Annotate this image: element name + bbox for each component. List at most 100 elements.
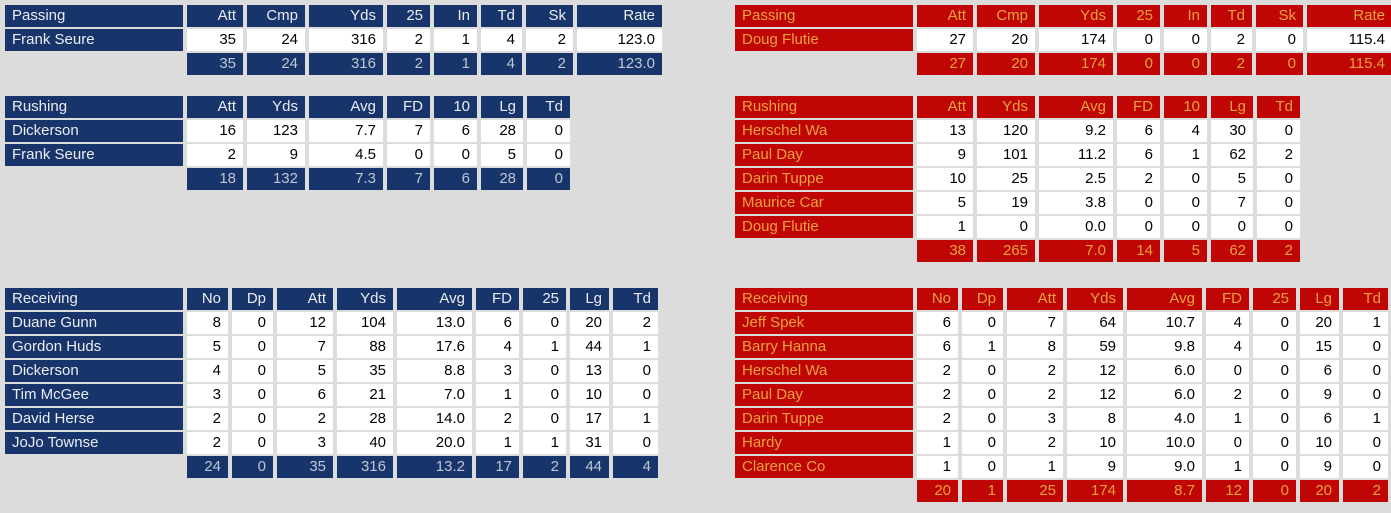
- stat-cell: 5: [917, 192, 973, 214]
- stat-cell: 7.0: [397, 384, 472, 406]
- player-name: Doug Flutie: [735, 216, 913, 238]
- total-cell: 1: [962, 480, 1003, 502]
- stat-cell: 0: [1253, 408, 1296, 430]
- stat-cell: 10.7: [1127, 312, 1202, 334]
- stat-cell: 27: [917, 29, 973, 51]
- player-name: Jeff Spek: [735, 312, 913, 334]
- stat-cell: 0: [1253, 312, 1296, 334]
- stat-cell: 44: [570, 336, 609, 358]
- total-cell: 2: [526, 53, 573, 75]
- stat-cell: 0: [1117, 216, 1160, 238]
- totals-spacer: [735, 480, 913, 502]
- table-row: Clarence Co 1 0 1 9 9.0 1 0 9 0: [735, 456, 1388, 478]
- stat-cell: 0: [1253, 432, 1296, 454]
- table-totals-row: 27 20 174 0 0 2 0 115.4: [735, 53, 1391, 75]
- column-header: Lg: [570, 288, 609, 310]
- stat-cell: 17: [570, 408, 609, 430]
- total-cell: 0: [1256, 53, 1303, 75]
- player-name: Duane Gunn: [5, 312, 183, 334]
- table-row: Doug Flutie 1 0 0.0 0 0 0 0: [735, 216, 1300, 238]
- stat-cell: 1: [962, 336, 1003, 358]
- stat-cell: 12: [1067, 384, 1123, 406]
- stat-cell: 1: [613, 336, 658, 358]
- stat-cell: 1: [1343, 312, 1388, 334]
- column-header: In: [1164, 5, 1207, 27]
- stat-cell: 101: [977, 144, 1035, 166]
- column-header: Dp: [232, 288, 273, 310]
- column-header: Td: [613, 288, 658, 310]
- total-cell: 44: [570, 456, 609, 478]
- stat-cell: 88: [337, 336, 393, 358]
- column-header: No: [187, 288, 228, 310]
- stat-cell: 5: [277, 360, 333, 382]
- column-header: Rate: [1307, 5, 1391, 27]
- column-header: Yds: [1067, 288, 1123, 310]
- column-header: 25: [1117, 5, 1160, 27]
- stat-cell: 5: [481, 144, 523, 166]
- table-header-row: Receiving No Dp Att Yds Avg FD 25 Lg Td: [5, 288, 658, 310]
- table-header-row: Receiving No Dp Att Yds Avg FD 25 Lg Td: [735, 288, 1388, 310]
- stat-cell: 1: [476, 432, 519, 454]
- stat-cell: 6: [1117, 120, 1160, 142]
- totals-spacer: [735, 240, 913, 262]
- player-name: Clarence Co: [735, 456, 913, 478]
- stat-cell: 20: [977, 29, 1035, 51]
- total-cell: 24: [187, 456, 228, 478]
- stat-cell: 123: [247, 120, 305, 142]
- column-header: Td: [1343, 288, 1388, 310]
- column-header: Att: [917, 5, 973, 27]
- stat-cell: 7: [387, 120, 430, 142]
- column-header: 25: [523, 288, 566, 310]
- total-cell: 0: [527, 168, 570, 190]
- stat-cell: 0: [1117, 192, 1160, 214]
- stats-table-passing: Passing Att Cmp Yds 25 In Td Sk Rate Frank Seure 3…: [5, 5, 662, 77]
- column-header: FD: [1117, 96, 1160, 118]
- stat-cell: 2: [1257, 144, 1300, 166]
- stat-cell: 20: [1300, 312, 1339, 334]
- table-row: Gordon Huds 5 0 7 88 17.6 4 1 44 1: [5, 336, 658, 358]
- stat-cell: 9: [247, 144, 305, 166]
- stat-cell: 0: [1164, 216, 1207, 238]
- stat-cell: 0: [232, 312, 273, 334]
- stat-cell: 120: [977, 120, 1035, 142]
- stat-cell: 115.4: [1307, 29, 1391, 51]
- stat-cell: 9: [917, 144, 973, 166]
- total-cell: 25: [1007, 480, 1063, 502]
- total-cell: 6: [434, 168, 477, 190]
- stat-cell: 0: [613, 432, 658, 454]
- column-header: Td: [1211, 5, 1252, 27]
- totals-spacer: [5, 168, 183, 190]
- table-header-row: Rushing Att Yds Avg FD 10 Lg Td: [5, 96, 570, 118]
- stat-cell: 0: [962, 408, 1003, 430]
- stat-cell: 24: [247, 29, 305, 51]
- stat-cell: 31: [570, 432, 609, 454]
- stat-cell: 6: [434, 120, 477, 142]
- stat-cell: 9.8: [1127, 336, 1202, 358]
- table-totals-row: 18 132 7.3 7 6 28 0: [5, 168, 570, 190]
- stat-cell: 2: [1007, 384, 1063, 406]
- table-title: Rushing: [735, 96, 913, 118]
- player-name: Gordon Huds: [5, 336, 183, 358]
- stat-cell: 174: [1039, 29, 1113, 51]
- table-totals-row: 38 265 7.0 14 5 62 2: [735, 240, 1300, 262]
- stat-cell: 0: [1206, 360, 1249, 382]
- stat-cell: 28: [481, 120, 523, 142]
- stat-cell: 0: [1257, 192, 1300, 214]
- table-row: Doug Flutie 27 20 174 0 0 2 0 115.4: [735, 29, 1391, 51]
- stat-cell: 2: [917, 408, 958, 430]
- player-name: Dickerson: [5, 360, 183, 382]
- column-header: No: [917, 288, 958, 310]
- table-row: Paul Day 9 101 11.2 6 1 62 2: [735, 144, 1300, 166]
- table-row: Maurice Car 5 19 3.8 0 0 7 0: [735, 192, 1300, 214]
- stat-cell: 9.2: [1039, 120, 1113, 142]
- table-header-row: Passing Att Cmp Yds 25 In Td Sk Rate: [5, 5, 662, 27]
- stat-cell: 1: [523, 432, 566, 454]
- stat-cell: 7.7: [309, 120, 383, 142]
- column-header: Lg: [1300, 288, 1339, 310]
- stat-cell: 0: [1343, 384, 1388, 406]
- stat-cell: 2: [917, 384, 958, 406]
- stat-cell: 0: [527, 120, 570, 142]
- table-totals-row: 35 24 316 2 1 4 2 123.0: [5, 53, 662, 75]
- player-name: Darin Tuppe: [735, 168, 913, 190]
- column-header: Yds: [309, 5, 383, 27]
